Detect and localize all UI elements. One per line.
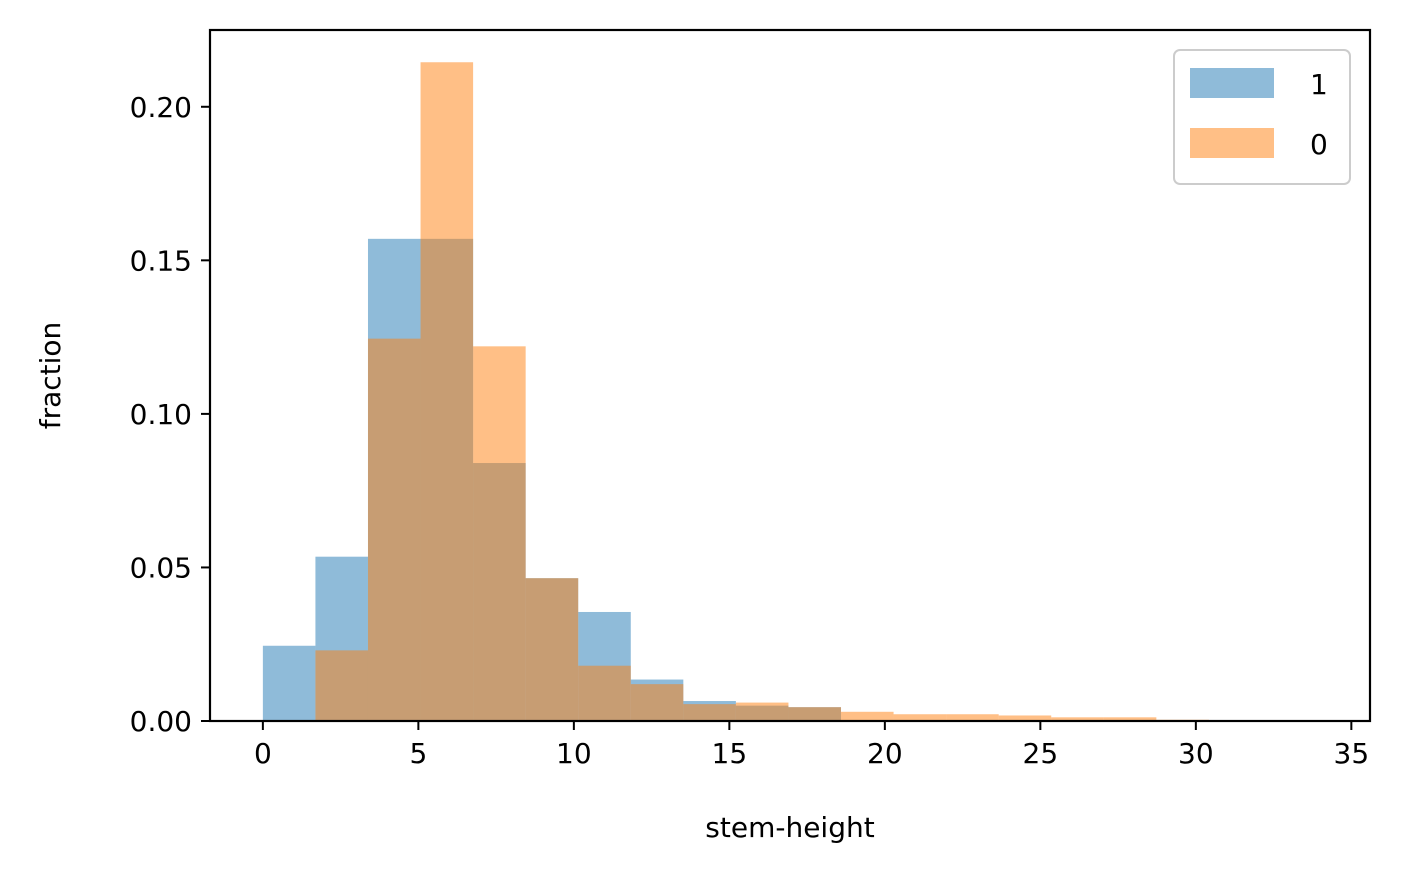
y-axis: 0.00 0.05 0.10 0.15 0.20 xyxy=(130,91,210,738)
bar-series-0-bin-7 xyxy=(630,684,684,721)
bar-series-0-bin-8 xyxy=(683,704,736,721)
legend-label-1: 1 xyxy=(1310,68,1328,101)
bar-series-0-bin-14 xyxy=(998,715,1052,721)
bar-series-0-bin-15 xyxy=(1051,717,1104,721)
bar-series-0-bin-12 xyxy=(893,714,947,721)
bar-series-0-bin-3 xyxy=(420,62,474,722)
bar-series-0-bin-10 xyxy=(788,707,842,721)
bar-series-0-bin-4 xyxy=(473,346,526,721)
x-tick-label: 25 xyxy=(1023,737,1059,770)
bars-layer xyxy=(262,62,1262,722)
bar-series-0-bin-6 xyxy=(578,665,631,721)
x-tick-label: 15 xyxy=(712,737,748,770)
legend: 10 xyxy=(1173,49,1351,185)
y-axis-label: fraction xyxy=(34,322,67,430)
bar-series-0-bin-11 xyxy=(841,711,894,721)
bar-series-0-bin-1 xyxy=(315,650,368,721)
plot-frame xyxy=(208,28,1372,723)
bar-series-0-bin-9 xyxy=(735,702,789,721)
y-tick-label: 0.10 xyxy=(130,398,192,431)
x-tick-label: 30 xyxy=(1178,737,1214,770)
x-tick-label: 35 xyxy=(1334,737,1370,770)
y-tick-label: 0.20 xyxy=(130,91,192,124)
legend-label-0: 0 xyxy=(1310,128,1328,161)
x-axis: 0 5 10 15 20 25 30 35 xyxy=(254,721,1369,770)
x-axis-label: stem-height xyxy=(705,811,874,844)
x-tick-label: 0 xyxy=(254,737,272,770)
x-tick-label: 10 xyxy=(556,737,592,770)
x-tick-label: 20 xyxy=(867,737,903,770)
bar-series-0-bin-16 xyxy=(1103,717,1157,721)
y-tick-label: 0.15 xyxy=(130,244,192,277)
legend-swatch-0 xyxy=(1190,128,1274,158)
y-tick-label: 0.05 xyxy=(130,551,192,584)
bar-series-0-bin-2 xyxy=(367,338,421,721)
y-tick-label: 0.00 xyxy=(130,705,192,738)
bar-series-1-bin-0 xyxy=(262,645,316,721)
bar-series-0-bin-13 xyxy=(946,714,999,721)
x-tick-label: 5 xyxy=(409,737,427,770)
bar-series-0-bin-5 xyxy=(525,578,579,721)
legend-swatch-1 xyxy=(1190,68,1274,98)
